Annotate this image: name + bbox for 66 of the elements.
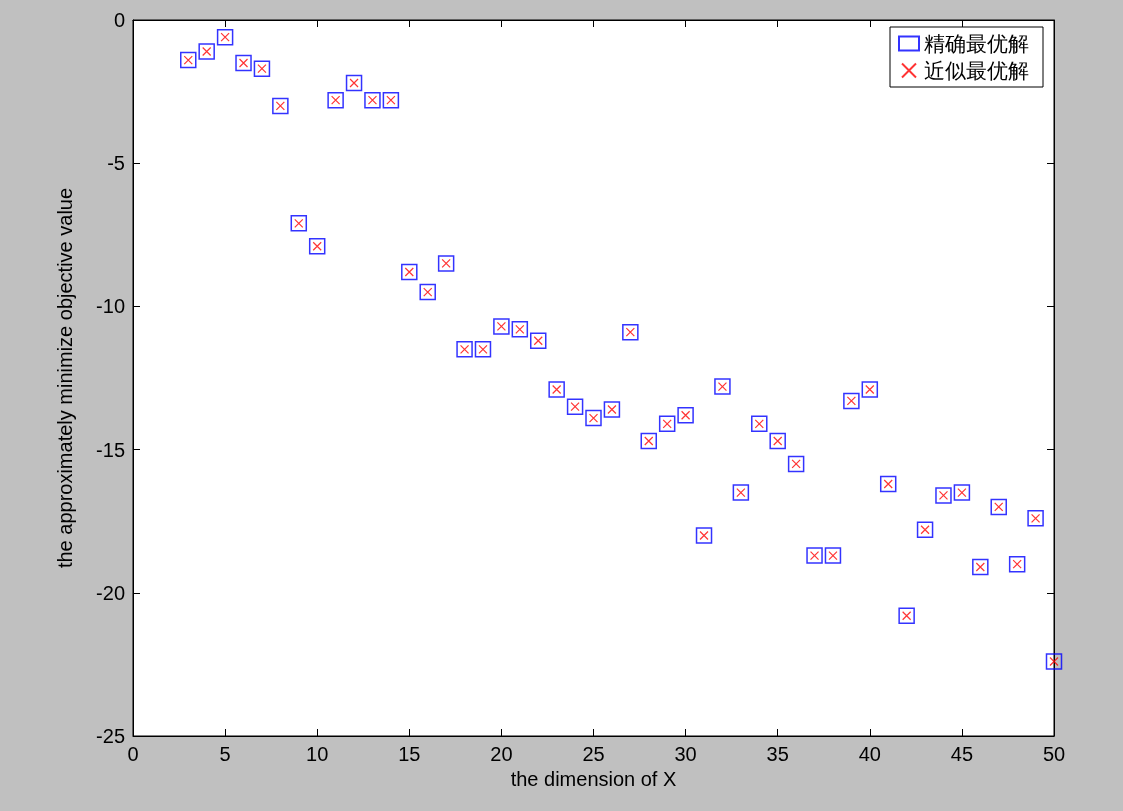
point: [898, 607, 915, 624]
point: [769, 432, 786, 450]
point: [511, 321, 529, 338]
point: [585, 409, 602, 427]
x-tick-label: 15: [398, 743, 421, 765]
x-tick-label: 0: [127, 743, 139, 765]
point: [751, 415, 768, 433]
point: [437, 255, 455, 272]
point: [529, 332, 547, 350]
point: [603, 401, 621, 418]
y-tick-label: -20: [96, 581, 125, 604]
x-tick-label: 25: [582, 743, 605, 765]
y-tick-label: -5: [107, 152, 125, 175]
y-tick-label: 0: [113, 9, 125, 31]
legend-label: 精确最优解: [924, 32, 1029, 55]
point: [824, 547, 842, 564]
y-tick-label: -25: [96, 725, 125, 747]
point: [640, 432, 658, 450]
point: [787, 455, 805, 473]
point: [658, 415, 676, 433]
x-tick-label: 10: [306, 743, 329, 765]
point: [180, 51, 197, 69]
point: [345, 74, 363, 92]
point: [419, 283, 436, 301]
point: [695, 527, 713, 544]
x-tick-label: 5: [219, 743, 231, 765]
point: [677, 406, 694, 424]
point: [972, 558, 989, 576]
point: [327, 91, 344, 109]
point: [861, 381, 879, 398]
point: [253, 60, 271, 77]
point: [732, 484, 750, 501]
point: [953, 484, 971, 501]
point: [548, 381, 565, 398]
point: [566, 398, 584, 415]
x-tick-label: 40: [858, 743, 881, 765]
point: [474, 341, 492, 358]
x-tick-label: 50: [1042, 743, 1066, 765]
x-axis-title: the dimension of X: [510, 767, 677, 790]
point: [493, 318, 510, 335]
point: [622, 323, 639, 341]
point: [843, 392, 860, 410]
x-tick-label: 35: [766, 743, 789, 765]
point: [290, 215, 308, 232]
point: [1027, 510, 1044, 527]
point: [272, 97, 289, 115]
point: [364, 91, 381, 109]
point: [401, 263, 418, 281]
point: [308, 238, 326, 255]
point: [382, 91, 400, 109]
point: [198, 43, 215, 60]
point: [879, 475, 897, 493]
x-tick-label: 30: [674, 743, 697, 765]
point: [456, 341, 473, 358]
legend-label: 近似最优解: [924, 59, 1029, 82]
x-tick-label: 20: [490, 743, 513, 765]
point: [1008, 555, 1026, 573]
y-tick-label: -10: [96, 295, 125, 318]
point: [216, 28, 234, 46]
y-tick-label: -15: [96, 438, 125, 461]
point: [1045, 653, 1063, 670]
x-tick-label: 45: [950, 743, 974, 765]
y-axis-title: the approximately minimize objective value: [54, 187, 76, 569]
point: [235, 54, 252, 72]
point: [990, 498, 1007, 516]
point: [916, 521, 934, 539]
